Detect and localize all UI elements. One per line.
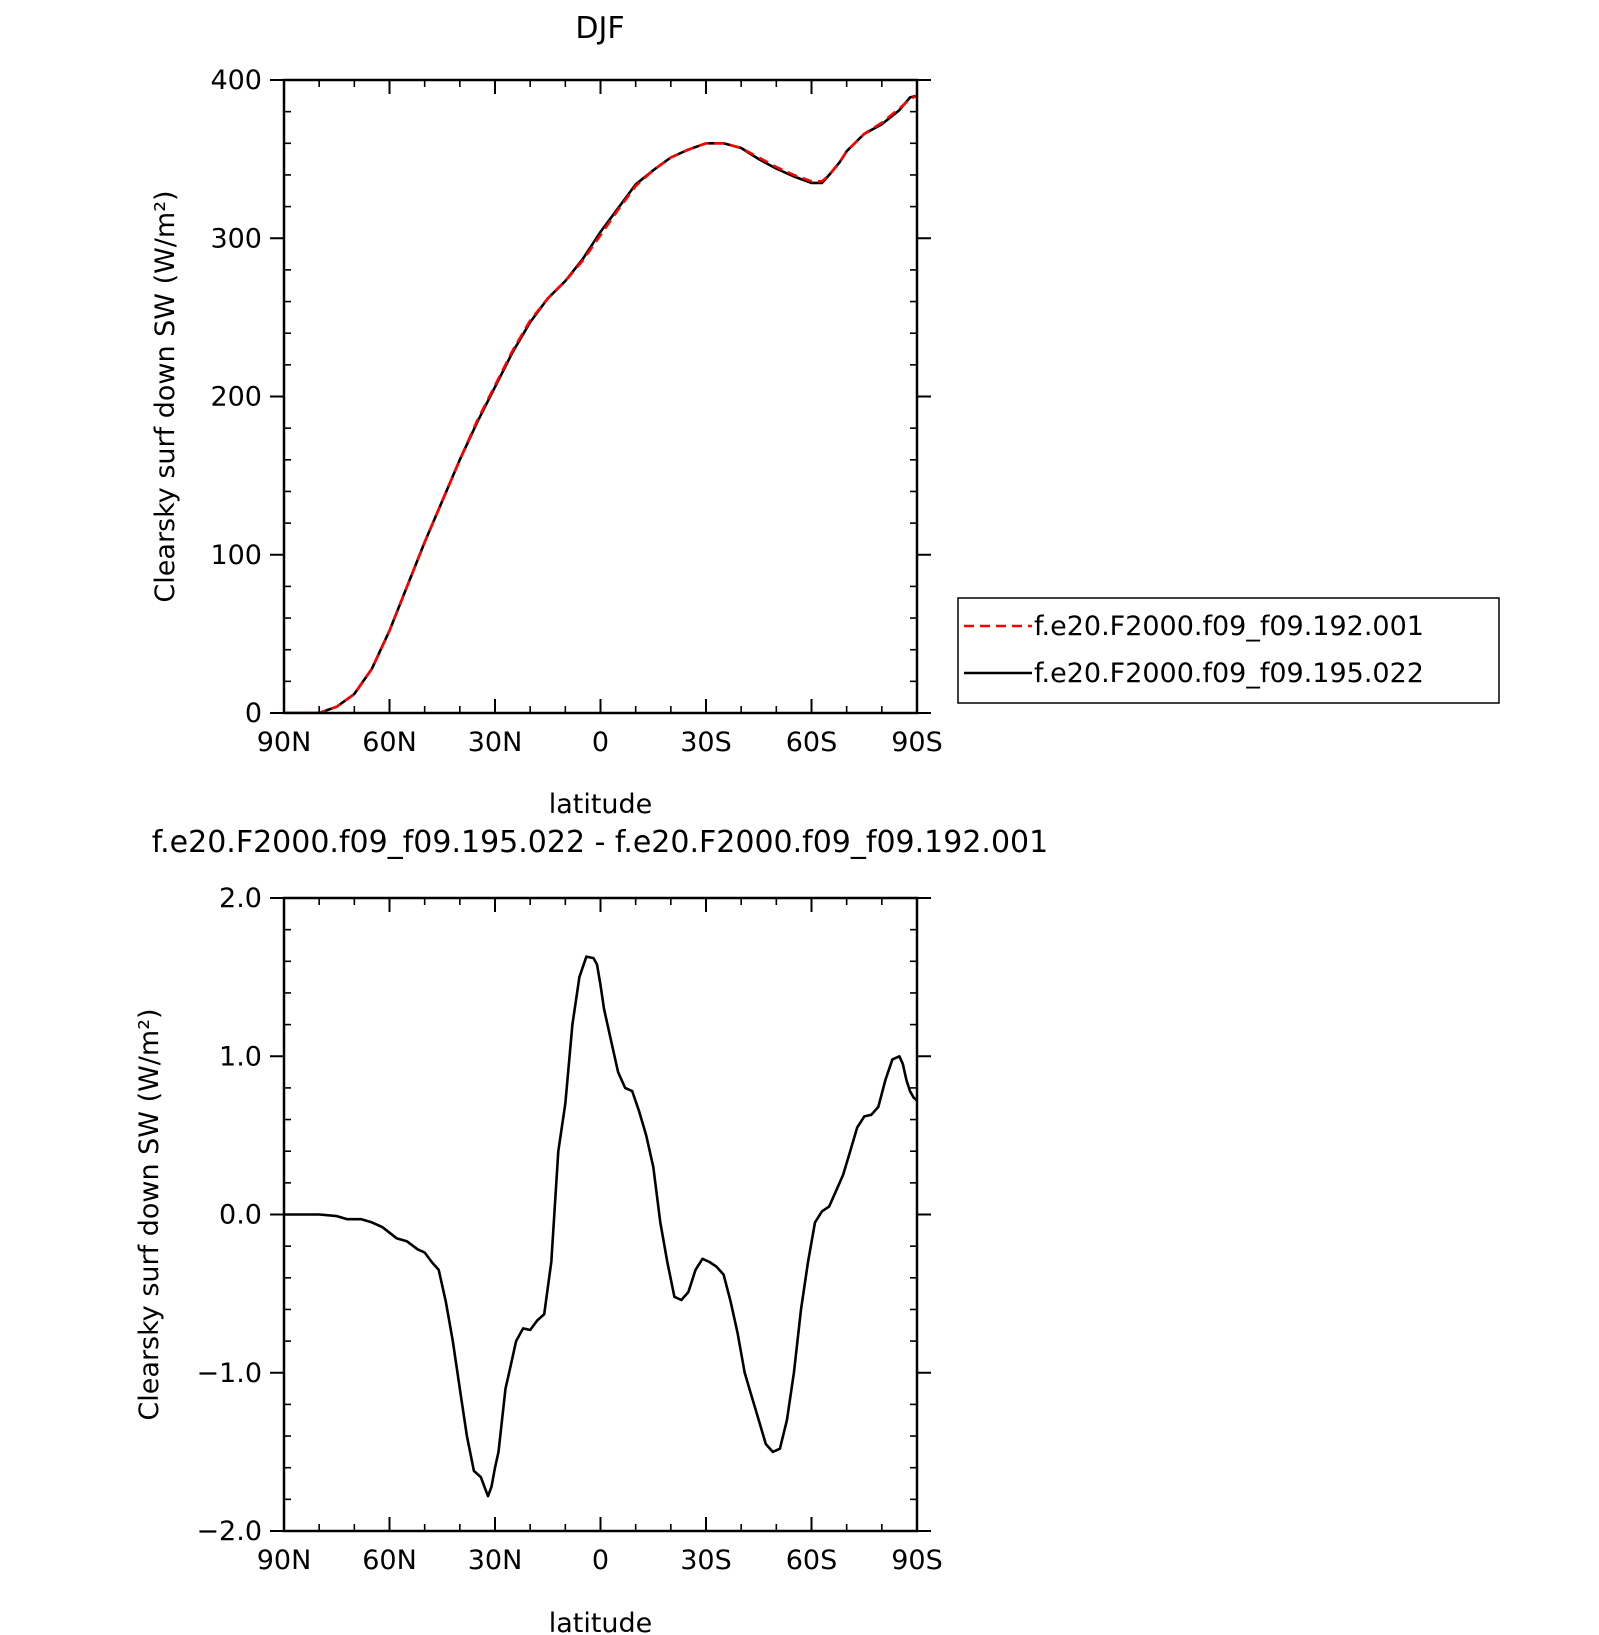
x-tick-label: 90N bbox=[257, 727, 312, 758]
x-tick-label: 60N bbox=[362, 1545, 417, 1576]
x-tick-label: 90N bbox=[257, 1545, 312, 1576]
x-tick-label: 30S bbox=[680, 727, 732, 758]
y-tick-label: 2.0 bbox=[219, 883, 262, 914]
y-tick-label: 300 bbox=[210, 223, 262, 254]
x-tick-label: 60S bbox=[786, 727, 838, 758]
legend-box bbox=[957, 597, 1500, 704]
top-plot-ticks: 90N 60N 30N 0 30S 60S 90S 0 100 200 300 400 bbox=[210, 65, 942, 758]
x-tick-label: 30S bbox=[680, 1545, 732, 1576]
y-tick-label: −1.0 bbox=[196, 1358, 262, 1389]
y-tick-label: 200 bbox=[210, 382, 262, 413]
series-line-1 bbox=[284, 955, 917, 1498]
top-plot-frame bbox=[282, 78, 919, 715]
x-tick-label: 90S bbox=[891, 727, 943, 758]
bottom-y-axis-label: Clearsky surf down SW (W/m²) bbox=[134, 1008, 165, 1420]
legend: f.e20.F2000.f09_f09.192.001 f.e20.F2000.… bbox=[957, 597, 1500, 704]
top-y-axis-label: Clearsky surf down SW (W/m²) bbox=[150, 190, 181, 602]
x-tick-label: 0 bbox=[592, 727, 609, 758]
legend-label-series-1: f.e20.F2000.f09_f09.192.001 bbox=[1034, 611, 1424, 642]
x-tick-label: 60S bbox=[786, 1545, 838, 1576]
bottom-x-axis-label: latitude bbox=[549, 1608, 653, 1635]
top-x-axis-label: latitude bbox=[549, 789, 653, 820]
y-tick-label: 1.0 bbox=[219, 1041, 262, 1072]
y-tick-label: 100 bbox=[210, 540, 262, 571]
series-line-1 bbox=[284, 94, 917, 713]
y-tick-label: 400 bbox=[210, 65, 262, 96]
y-tick-label: 0.0 bbox=[219, 1200, 262, 1231]
y-tick-label: −2.0 bbox=[196, 1516, 262, 1547]
x-tick-label: 0 bbox=[592, 1545, 609, 1576]
bottom-plot-frame bbox=[282, 896, 919, 1533]
top-panel: DJF 90N 60N 30N 0 30S 60S 90S 0 100 200 300 400 lat… bbox=[150, 11, 1500, 820]
series-line-2 bbox=[284, 94, 917, 713]
bottom-plot-marks bbox=[284, 955, 917, 1498]
legend-label-series-2: f.e20.F2000.f09_f09.195.022 bbox=[1034, 658, 1424, 689]
x-tick-label: 60N bbox=[362, 727, 417, 758]
x-tick-label: 30N bbox=[468, 1545, 523, 1576]
bottom-panel: f.e20.F2000.f09_f09.195.022 - f.e20.F200… bbox=[134, 825, 1048, 1635]
y-tick-label: 0 bbox=[245, 698, 262, 729]
top-plot-title: DJF bbox=[575, 11, 624, 46]
bottom-plot-title: f.e20.F2000.f09_f09.195.022 - f.e20.F200… bbox=[152, 825, 1048, 860]
x-tick-label: 90S bbox=[891, 1545, 943, 1576]
x-tick-label: 30N bbox=[468, 727, 523, 758]
bottom-plot-ticks: 90N 60N 30N 0 30S 60S 90S −2.0 −1.0 0.0 1.0 2.0 bbox=[196, 883, 942, 1576]
top-plot-marks bbox=[284, 94, 917, 713]
